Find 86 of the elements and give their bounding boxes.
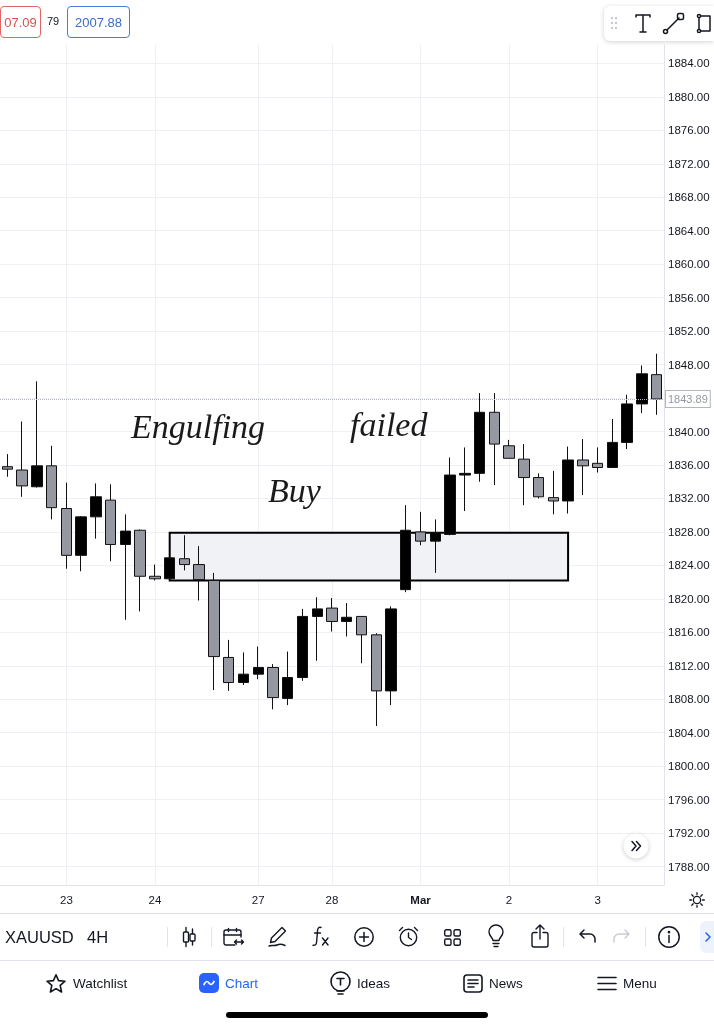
y-tick-label: 1880.00 bbox=[668, 90, 710, 103]
y-tick-label: 1864.00 bbox=[668, 224, 710, 237]
x-tick-label: 2 bbox=[505, 894, 513, 906]
candlestick bbox=[562, 446, 574, 515]
candlestick bbox=[267, 663, 279, 710]
y-tick-label: 1860.00 bbox=[668, 258, 710, 271]
candlestick bbox=[503, 439, 515, 459]
candlestick bbox=[415, 511, 426, 546]
candlestick bbox=[489, 392, 500, 486]
candlestick bbox=[75, 515, 87, 572]
y-tick-label: 1828.00 bbox=[668, 525, 710, 538]
candlestick bbox=[577, 438, 589, 496]
candlestick bbox=[621, 394, 633, 450]
y-tick-label: 1884.00 bbox=[668, 57, 710, 70]
y-tick-label: 1868.00 bbox=[668, 191, 710, 204]
candlestick bbox=[474, 392, 485, 483]
candlestick bbox=[533, 472, 544, 499]
candlestick bbox=[592, 446, 603, 474]
text: Chart bbox=[225, 976, 259, 991]
candlestick bbox=[636, 364, 648, 414]
candlestick bbox=[46, 445, 57, 520]
y-tick-label: 1876.00 bbox=[668, 124, 710, 137]
candlestick bbox=[607, 418, 618, 469]
y-tick-label: 1852.00 bbox=[668, 325, 710, 338]
y-tick-label: 1824.00 bbox=[668, 559, 710, 572]
candlestick bbox=[253, 646, 264, 680]
y-tick-label: 1804.00 bbox=[668, 726, 710, 739]
y-tick-label: 1856.00 bbox=[668, 291, 710, 304]
x-tick-label: 3 bbox=[594, 894, 601, 906]
y-tick-label: 1816.00 bbox=[668, 626, 710, 639]
x-tick-label: 23 bbox=[60, 894, 73, 906]
candlestick bbox=[31, 380, 43, 489]
y-tick-label: 1808.00 bbox=[668, 693, 710, 706]
y-tick-label: 1836.00 bbox=[668, 459, 710, 471]
annotation: Engulfing bbox=[131, 408, 266, 445]
text: XAUUSD bbox=[5, 928, 74, 946]
x-tick-label: 28 bbox=[325, 894, 339, 906]
sell-price-button: 07.09 bbox=[0, 6, 41, 38]
candlestick bbox=[61, 482, 72, 570]
y-tick-label: 1812.00 bbox=[668, 659, 710, 672]
candlestick bbox=[282, 651, 293, 706]
candlestick bbox=[385, 605, 397, 706]
y-tick-label: 1788.00 bbox=[668, 860, 710, 873]
candlestick bbox=[238, 651, 249, 686]
y-tick-label: 1872.00 bbox=[668, 157, 710, 170]
x-tick-label: Mar bbox=[410, 894, 432, 906]
y-tick-label: 1832.00 bbox=[668, 492, 710, 505]
candlestick bbox=[548, 470, 559, 515]
candlestick bbox=[120, 513, 131, 621]
text: Ideas bbox=[357, 976, 391, 991]
candlestick bbox=[134, 528, 146, 612]
candlestick bbox=[223, 639, 234, 692]
text: 4H bbox=[87, 928, 109, 946]
text: 79 bbox=[47, 15, 60, 27]
text: Menu bbox=[623, 976, 657, 991]
candlestick bbox=[459, 446, 471, 512]
y-tick-label: 1820.00 bbox=[668, 592, 710, 605]
candlestick bbox=[2, 453, 13, 478]
y-tick-label: 1848.00 bbox=[668, 358, 710, 371]
y-tick-label: 1796.00 bbox=[668, 793, 710, 806]
candlestick bbox=[297, 608, 308, 682]
candlestick bbox=[16, 420, 28, 498]
candlestick bbox=[341, 602, 352, 638]
candlestick bbox=[312, 596, 323, 662]
candlestick bbox=[518, 443, 530, 506]
candlestick bbox=[208, 572, 220, 691]
buy-price-button: 2007.88 bbox=[67, 6, 130, 38]
candlestick bbox=[326, 597, 338, 632]
candlestick bbox=[179, 534, 190, 571]
text: Watchlist bbox=[73, 976, 128, 991]
candlestick bbox=[651, 353, 662, 416]
candlestick bbox=[90, 482, 102, 540]
candlestick bbox=[105, 483, 116, 562]
candlestick bbox=[193, 545, 205, 602]
candlestick bbox=[356, 615, 367, 664]
annotation: Buy bbox=[268, 472, 321, 509]
ref-line-label: 1843.89 bbox=[668, 392, 708, 405]
annotation: failed bbox=[350, 406, 428, 443]
x-tick-label: 27 bbox=[251, 894, 265, 906]
candlestick bbox=[149, 564, 161, 581]
y-tick-label: 1840.00 bbox=[668, 425, 710, 438]
text: News bbox=[489, 976, 523, 991]
candlestick bbox=[371, 632, 382, 727]
x-tick-label: 24 bbox=[148, 894, 162, 906]
y-tick-label: 1800.00 bbox=[668, 760, 710, 773]
y-tick-label: 1792.00 bbox=[668, 827, 710, 840]
